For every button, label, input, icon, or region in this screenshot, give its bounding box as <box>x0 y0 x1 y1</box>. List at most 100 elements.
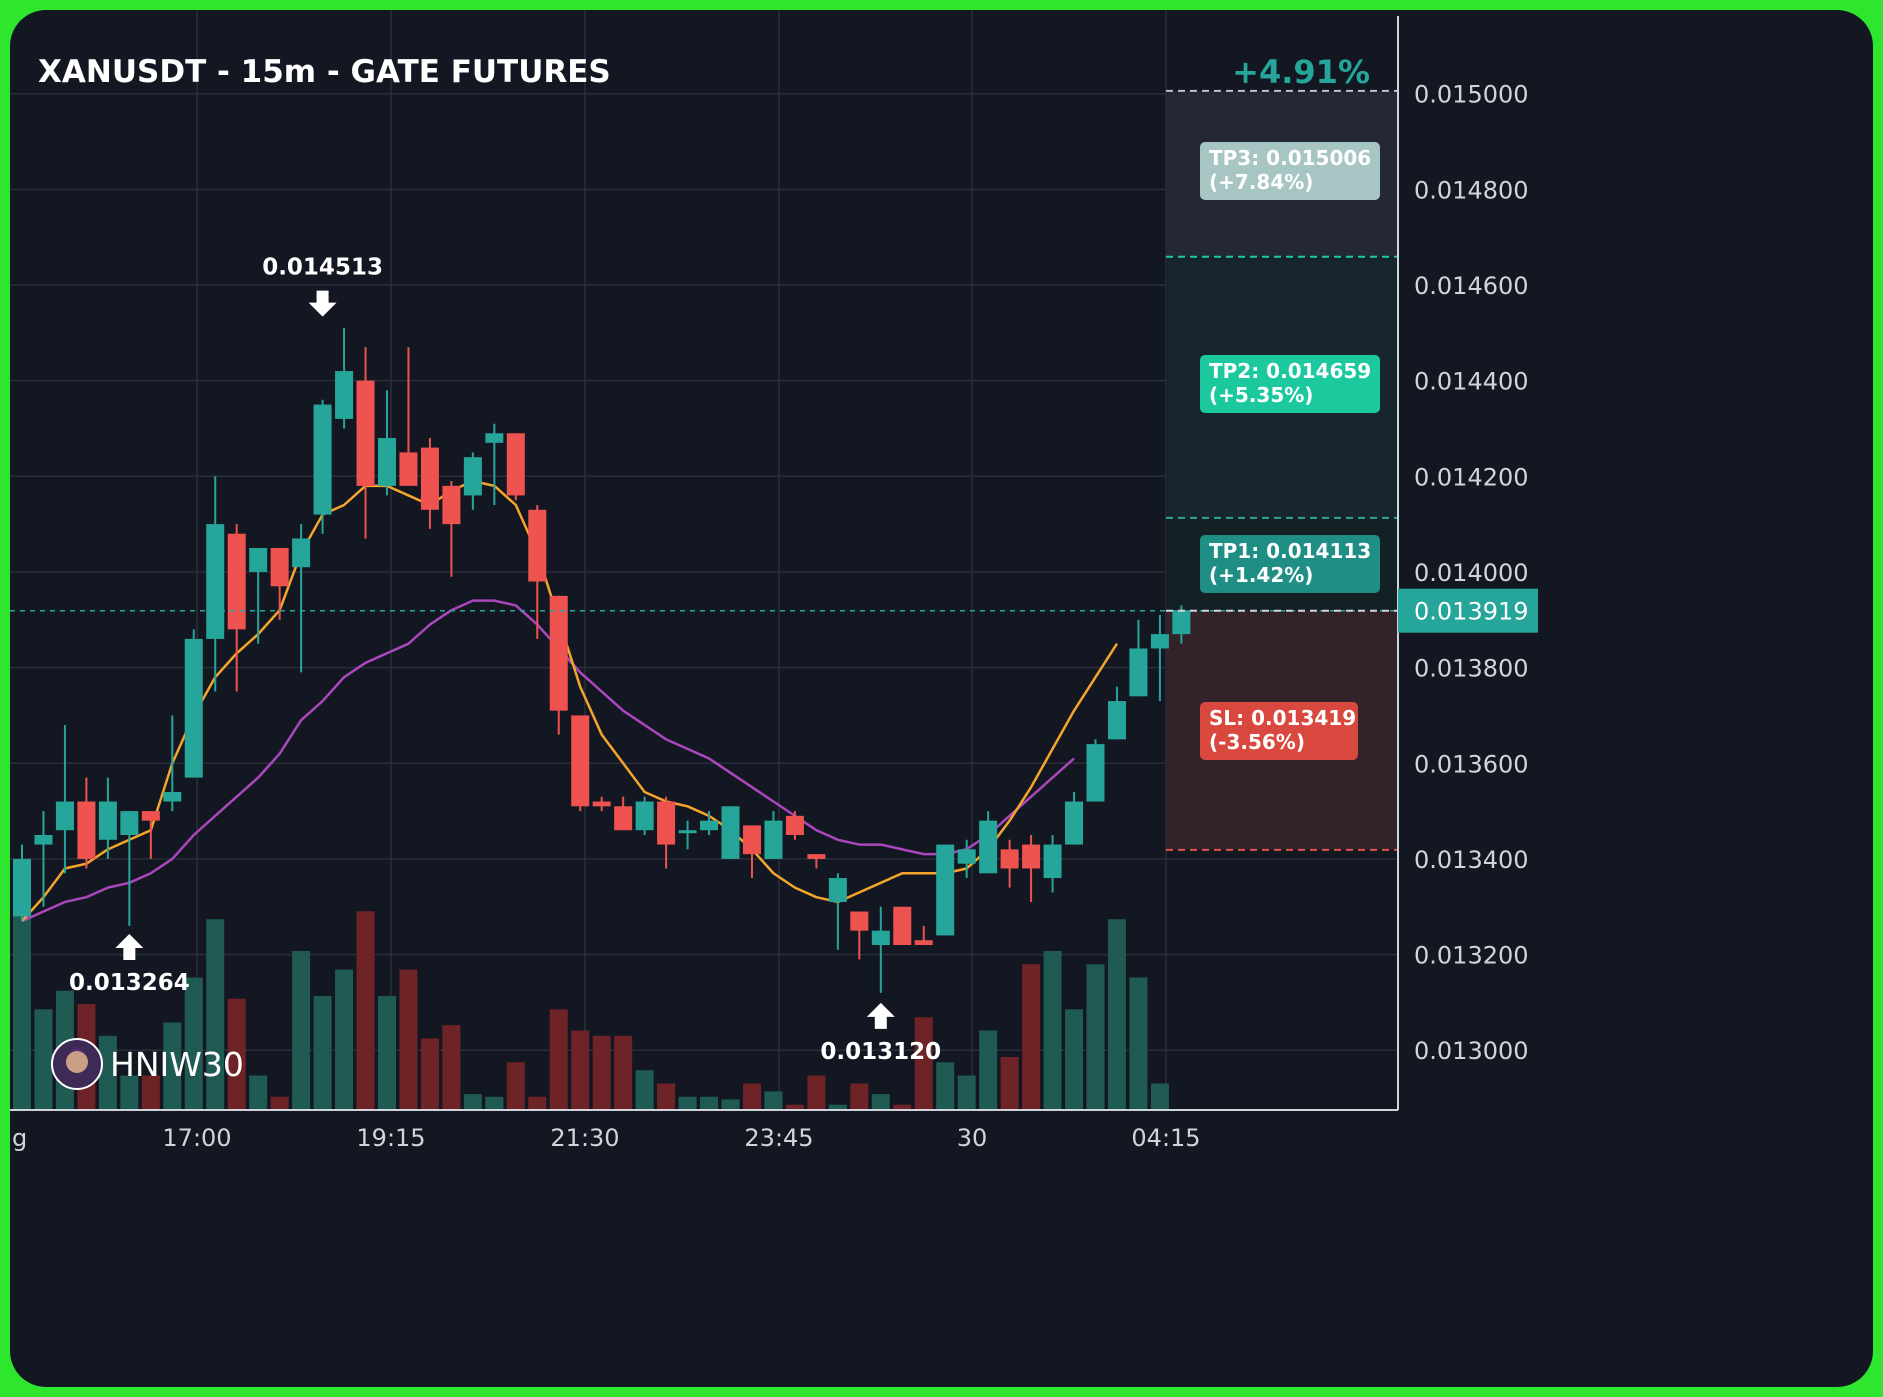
price-annotations: 0.013264 0.014513 0.013120 <box>69 255 941 1065</box>
target-label-pct: (+7.84%) <box>1209 170 1313 194</box>
candle-body <box>893 906 912 945</box>
target-label-pct: (+1.42%) <box>1209 563 1313 587</box>
candle-body <box>356 380 375 486</box>
candle-body <box>528 509 547 582</box>
candle-body <box>592 801 611 807</box>
candles <box>13 328 1191 993</box>
candle-body <box>678 830 697 834</box>
y-tick-label: 0.014800 <box>1414 176 1529 204</box>
candle-body <box>1150 634 1169 649</box>
volume-bar <box>335 969 354 1110</box>
candle-body <box>1086 744 1105 802</box>
brand-logo: HNIW30 <box>51 1038 244 1090</box>
ema-fast-line <box>21 479 1119 922</box>
price-annotation: 0.013120 <box>820 1039 941 1065</box>
target-label-box <box>1200 702 1358 760</box>
volume-bar <box>184 977 203 1110</box>
chart-frame: TP3: 0.015006 (+7.84%) TP2: 0.014659 (+5.35… <box>10 10 1873 1387</box>
candle-body <box>828 878 847 902</box>
candle-body <box>77 801 96 859</box>
target-label-price: TP3: 0.015006 <box>1209 146 1371 170</box>
y-tick-label: 0.013600 <box>1414 750 1529 778</box>
level-lines <box>10 89 1398 851</box>
candle-body <box>571 715 590 807</box>
candle-body <box>163 791 182 802</box>
target-label-box <box>1200 535 1380 593</box>
volume-bar <box>1022 964 1041 1110</box>
volume-bar <box>614 1035 633 1110</box>
x-tick-label: 23:45 <box>744 1124 813 1152</box>
arrow-down-icon <box>308 290 337 317</box>
candle-body <box>506 433 525 496</box>
volume-bar <box>420 1038 439 1110</box>
y-tick-label: 0.014400 <box>1414 368 1529 396</box>
x-tick-label: 30 <box>957 1124 988 1152</box>
volume-bar <box>442 1025 461 1110</box>
volume-bar <box>206 919 225 1110</box>
candle-body <box>399 452 418 486</box>
volume-bar <box>528 1096 547 1110</box>
candle-body <box>141 811 160 821</box>
volume-bar <box>1000 1057 1019 1110</box>
volume-bar <box>463 1094 482 1110</box>
candle-body <box>1022 844 1041 869</box>
volume-bar <box>700 1096 719 1110</box>
candle-body <box>979 820 998 874</box>
y-tick-label: 0.013200 <box>1414 942 1529 970</box>
volume-bar <box>721 1099 740 1110</box>
y-tick-label: 0.015000 <box>1414 81 1529 109</box>
current-price-label: 0.013919 <box>1414 598 1529 626</box>
volume-bar <box>657 1083 676 1110</box>
price-annotation: 0.013264 <box>69 970 190 996</box>
volume-bar <box>506 1062 525 1110</box>
volume-bar <box>850 1083 869 1110</box>
volume-bar <box>13 911 31 1110</box>
candle-body <box>335 371 354 419</box>
x-tick-label: 04:15 <box>1131 1124 1200 1152</box>
y-tick-label: 0.013000 <box>1414 1037 1529 1065</box>
candle-body <box>98 801 117 840</box>
candlestick-chart: TP3: 0.015006(+7.84%) TP2: 0.014659(+5.35… <box>10 10 1538 1152</box>
y-tick-label: 0.014000 <box>1414 559 1529 587</box>
target-label-price: TP2: 0.014659 <box>1209 359 1371 383</box>
x-tick-label: g <box>12 1124 27 1152</box>
current-price-tag <box>1398 588 1538 633</box>
volume-bar <box>807 1075 826 1110</box>
volume-bar <box>141 1075 160 1110</box>
price-annotation: 0.014513 <box>262 255 383 281</box>
volume-bar <box>893 1104 912 1110</box>
candle-body <box>807 854 826 859</box>
candle-body <box>635 801 654 831</box>
target-label-pct: (-3.56%) <box>1209 730 1305 754</box>
candle-body <box>442 485 461 525</box>
volume-bar <box>742 1083 761 1110</box>
candle-body <box>850 911 869 931</box>
volume-bar <box>120 1075 139 1110</box>
y-tick-label: 0.014200 <box>1414 463 1529 491</box>
candle-body <box>249 548 268 572</box>
change-badge: +4.91% <box>1232 53 1370 91</box>
ema-slow-line <box>21 599 1075 923</box>
candle-body <box>721 806 740 859</box>
volume-bar <box>485 1096 504 1110</box>
volume-bar <box>914 1017 933 1110</box>
candle-body <box>34 835 53 845</box>
candle-body <box>957 849 976 864</box>
volume-bar <box>34 1009 53 1110</box>
axes: 0.015000 0.014800 0.014600 0.014400 0.014200… <box>10 16 1538 1152</box>
candle-body <box>55 801 74 831</box>
volume-bar <box>635 1070 654 1110</box>
candle-body <box>227 533 246 630</box>
chart-title: XANUSDT - 15m - GATE FUTURES <box>38 54 611 90</box>
volume-bar <box>377 996 396 1110</box>
volume-bar <box>592 1035 611 1110</box>
target-label-price: SL: 0.013419 <box>1209 706 1356 730</box>
arrow-up-icon <box>866 1002 895 1029</box>
candle-body <box>292 538 311 568</box>
volume-bar <box>1086 964 1105 1110</box>
candle-body <box>313 404 332 515</box>
volume-bar <box>399 969 418 1110</box>
volume-bar <box>979 1030 998 1110</box>
candle-body <box>184 638 203 778</box>
target-label-box <box>1200 142 1380 200</box>
